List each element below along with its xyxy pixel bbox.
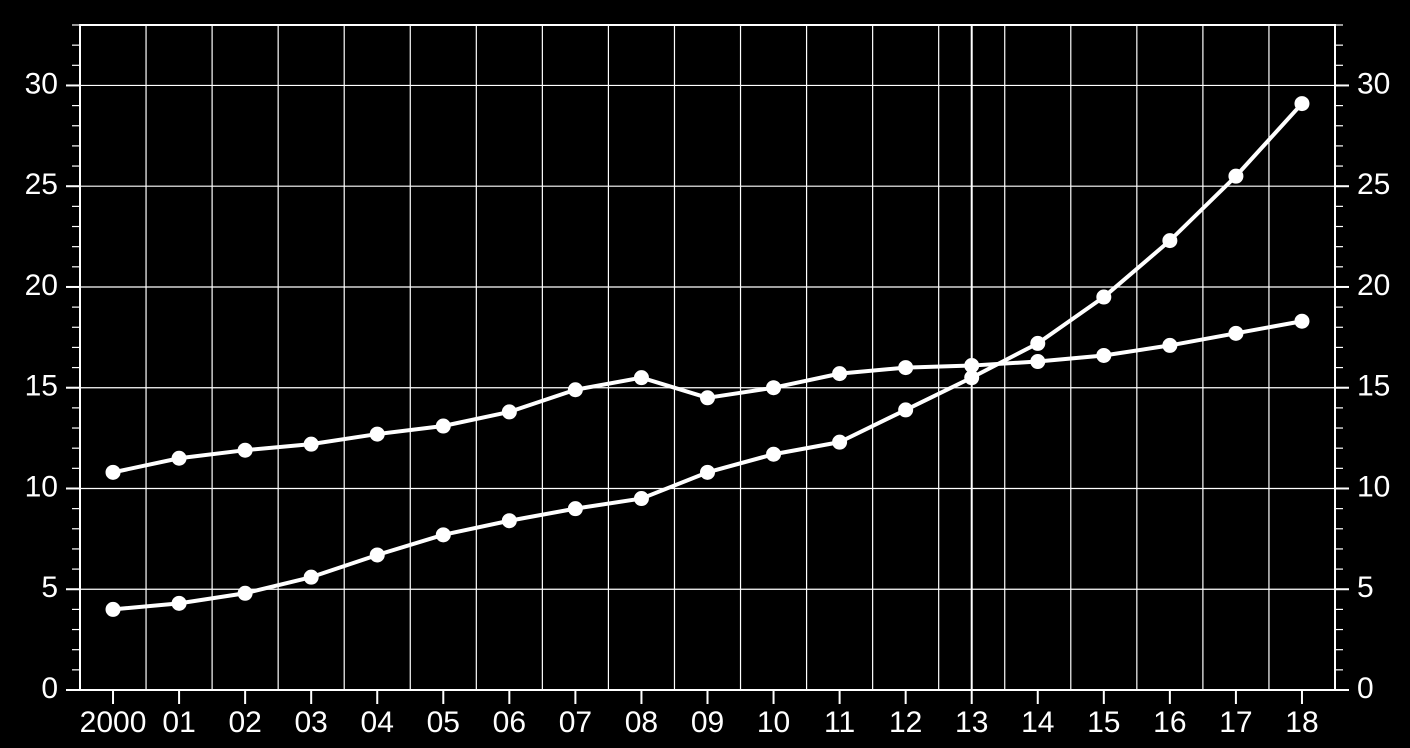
series-marker-series-upper bbox=[106, 465, 120, 479]
series-marker-series-upper bbox=[1031, 355, 1045, 369]
series-marker-series-upper bbox=[701, 391, 715, 405]
series-marker-series-upper bbox=[1163, 338, 1177, 352]
series-marker-series-upper bbox=[1097, 348, 1111, 362]
series-marker-series-lower bbox=[370, 548, 384, 562]
y-right-label: 10 bbox=[1357, 470, 1390, 503]
y-left-label: 5 bbox=[41, 571, 58, 604]
x-label: 11 bbox=[824, 706, 855, 739]
series-marker-series-lower bbox=[899, 403, 913, 417]
y-left-label: 25 bbox=[25, 168, 58, 201]
x-label: 05 bbox=[427, 706, 460, 739]
x-label: 17 bbox=[1219, 706, 1252, 739]
series-marker-series-upper bbox=[833, 367, 847, 381]
y-left-label: 30 bbox=[25, 67, 58, 100]
series-marker-series-lower bbox=[1295, 97, 1309, 111]
series-marker-series-upper bbox=[634, 371, 648, 385]
x-label: 09 bbox=[691, 706, 724, 739]
series-marker-series-lower bbox=[965, 371, 979, 385]
y-right-label: 0 bbox=[1357, 672, 1374, 705]
series-marker-series-lower bbox=[502, 514, 516, 528]
x-label: 02 bbox=[228, 706, 261, 739]
series-marker-series-lower bbox=[1229, 169, 1243, 183]
y-left-label: 10 bbox=[25, 470, 58, 503]
series-marker-series-lower bbox=[1163, 234, 1177, 248]
x-label: 03 bbox=[294, 706, 327, 739]
x-label: 01 bbox=[162, 706, 195, 739]
series-marker-series-lower bbox=[1031, 336, 1045, 350]
y-right-label: 5 bbox=[1357, 571, 1374, 604]
x-label: 2000 bbox=[80, 706, 147, 739]
x-label: 14 bbox=[1021, 706, 1054, 739]
y-left-label: 15 bbox=[25, 370, 58, 403]
x-label: 15 bbox=[1087, 706, 1120, 739]
x-label: 08 bbox=[625, 706, 658, 739]
series-marker-series-lower bbox=[304, 570, 318, 584]
series-marker-series-upper bbox=[1229, 326, 1243, 340]
series-marker-series-lower bbox=[568, 502, 582, 516]
series-marker-series-lower bbox=[238, 586, 252, 600]
series-marker-series-lower bbox=[106, 602, 120, 616]
series-marker-series-lower bbox=[767, 447, 781, 461]
x-label: 04 bbox=[361, 706, 394, 739]
x-label: 16 bbox=[1153, 706, 1186, 739]
series-marker-series-upper bbox=[370, 427, 384, 441]
series-marker-series-lower bbox=[701, 465, 715, 479]
series-marker-series-upper bbox=[568, 383, 582, 397]
series-marker-series-upper bbox=[502, 405, 516, 419]
x-label: 13 bbox=[955, 706, 988, 739]
x-label: 07 bbox=[559, 706, 592, 739]
series-marker-series-upper bbox=[436, 419, 450, 433]
x-label: 10 bbox=[757, 706, 790, 739]
y-left-label: 20 bbox=[25, 269, 58, 302]
series-marker-series-lower bbox=[833, 435, 847, 449]
series-marker-series-lower bbox=[1097, 290, 1111, 304]
chart-svg: 0510152025300510152025302000010203040506… bbox=[0, 0, 1410, 748]
y-right-label: 15 bbox=[1357, 370, 1390, 403]
y-right-label: 20 bbox=[1357, 269, 1390, 302]
series-marker-series-lower bbox=[436, 528, 450, 542]
x-label: 06 bbox=[493, 706, 526, 739]
y-left-label: 0 bbox=[41, 672, 58, 705]
series-marker-series-lower bbox=[172, 596, 186, 610]
series-marker-series-upper bbox=[304, 437, 318, 451]
series-marker-series-upper bbox=[899, 361, 913, 375]
plot-area bbox=[80, 25, 1335, 690]
line-chart: 0510152025300510152025302000010203040506… bbox=[0, 0, 1410, 748]
series-marker-series-upper bbox=[238, 443, 252, 457]
y-right-label: 25 bbox=[1357, 168, 1390, 201]
y-right-label: 30 bbox=[1357, 67, 1390, 100]
series-marker-series-upper bbox=[1295, 314, 1309, 328]
series-marker-series-upper bbox=[767, 381, 781, 395]
series-marker-series-lower bbox=[634, 492, 648, 506]
series-marker-series-upper bbox=[172, 451, 186, 465]
x-label: 18 bbox=[1285, 706, 1318, 739]
x-label: 12 bbox=[889, 706, 922, 739]
